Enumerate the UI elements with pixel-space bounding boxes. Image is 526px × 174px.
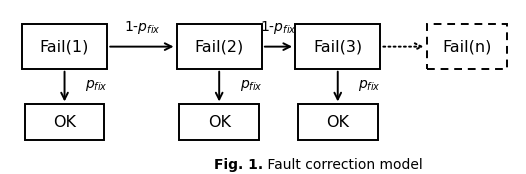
Bar <box>177 25 262 69</box>
Text: OK: OK <box>53 114 76 130</box>
Bar <box>179 104 259 140</box>
Text: $p_{\mathit{fix}}$: $p_{\mathit{fix}}$ <box>240 78 262 93</box>
Text: Fig. 1.: Fig. 1. <box>214 158 263 172</box>
Text: $\mathit{1\text{-}p_{fix}}$: $\mathit{1\text{-}p_{fix}}$ <box>124 19 160 35</box>
Bar <box>427 25 507 69</box>
Text: Fail(3): Fail(3) <box>313 39 362 54</box>
Text: OK: OK <box>208 114 231 130</box>
Bar <box>22 25 107 69</box>
Bar <box>25 104 105 140</box>
Text: Fault correction model: Fault correction model <box>263 158 423 172</box>
Text: OK: OK <box>326 114 349 130</box>
Text: Fail(1): Fail(1) <box>40 39 89 54</box>
Text: $\mathit{1\text{-}p_{fix}}$: $\mathit{1\text{-}p_{fix}}$ <box>260 19 297 35</box>
Text: $p_{\mathit{fix}}$: $p_{\mathit{fix}}$ <box>358 78 381 93</box>
Bar <box>298 104 378 140</box>
Text: $p_{\mathit{fix}}$: $p_{\mathit{fix}}$ <box>85 78 108 93</box>
Text: Fail(n): Fail(n) <box>442 39 491 54</box>
Bar <box>295 25 380 69</box>
Text: Fail(2): Fail(2) <box>195 39 244 54</box>
